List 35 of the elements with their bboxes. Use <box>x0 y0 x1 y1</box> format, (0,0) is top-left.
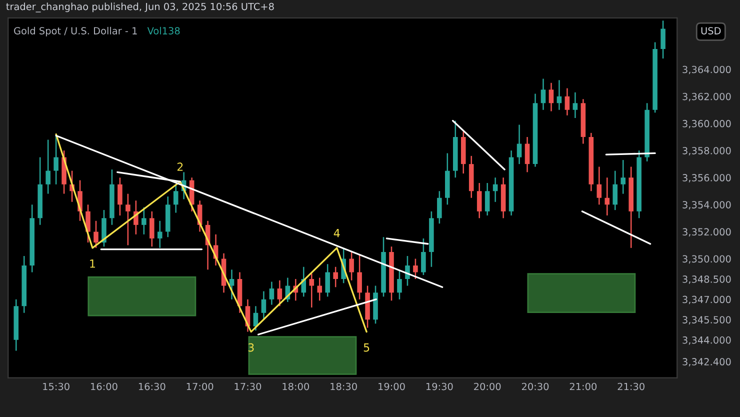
x-tick-label: 19:30 <box>426 382 453 390</box>
x-tick-label: 21:30 <box>618 382 644 390</box>
y-tick-label: 3,342.400 <box>682 358 731 366</box>
x-tick-label: 20:30 <box>522 382 549 390</box>
y-tick-label: 3,345.500 <box>682 316 731 324</box>
x-tick-label: 20:00 <box>474 382 501 390</box>
y-tick-label: 3,364.000 <box>682 66 731 74</box>
y-tick-label: 3,358.000 <box>682 146 731 156</box>
text: trader_changhao published, Jun 03, 2025 10:56 UTC+8 <box>6 2 274 12</box>
annotation: 1 <box>90 260 95 268</box>
x-tick-label: 18:30 <box>330 382 357 390</box>
y-tick-label: 3,348.500 <box>682 276 731 284</box>
x-tick-label: 16:30 <box>138 382 166 390</box>
text: Gold Spot / U.S. Dollar - 1 <box>14 26 137 36</box>
x-tick-label: 17:00 <box>186 382 214 390</box>
y-tick-label: 3,356.000 <box>682 174 731 182</box>
x-tick-label: 16:00 <box>91 382 118 390</box>
x-tick-label: 19:00 <box>378 382 405 390</box>
y-tick-label: 3,352.000 <box>682 228 731 237</box>
x-tick-label: 21:00 <box>570 382 597 390</box>
x-tick-label: 15:30 <box>43 382 70 390</box>
y-tick-label: 3,362.000 <box>682 92 731 102</box>
y-tick-label: 3,350.000 <box>682 255 731 264</box>
y-axis-title: USD <box>701 27 721 34</box>
y-tick-label: 3,360.000 <box>682 120 731 128</box>
annotation: 3 <box>248 343 254 352</box>
annotation: 4 <box>334 229 340 238</box>
y-tick-label: 3,347.000 <box>682 296 731 304</box>
annotation: 2 <box>177 162 183 171</box>
annotation: Vol138 <box>147 26 180 34</box>
x-tick-label: 18:00 <box>282 382 310 390</box>
y-tick-label: 3,344.000 <box>682 336 731 345</box>
y-tick-label: 3,354.000 <box>682 201 731 210</box>
x-tick-label: 17:30 <box>234 382 262 390</box>
annotation: 5 <box>364 343 370 352</box>
